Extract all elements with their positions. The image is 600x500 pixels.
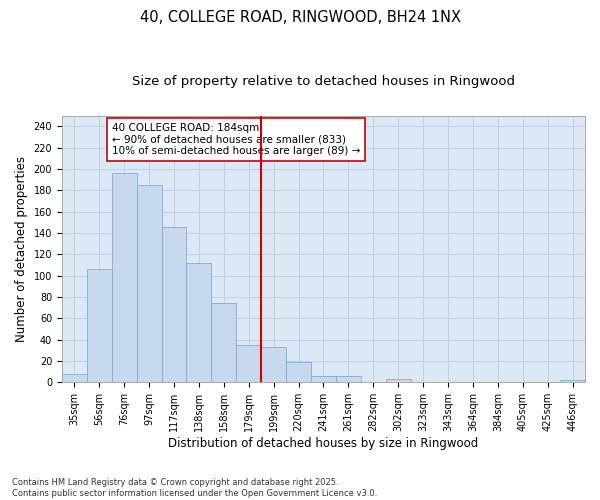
- Bar: [137, 185, 161, 382]
- Bar: [560, 380, 585, 382]
- Bar: [161, 226, 187, 382]
- Bar: [261, 347, 286, 382]
- X-axis label: Distribution of detached houses by size in Ringwood: Distribution of detached houses by size …: [169, 437, 479, 450]
- Bar: [211, 304, 236, 382]
- Y-axis label: Number of detached properties: Number of detached properties: [15, 156, 28, 342]
- Bar: [386, 379, 410, 382]
- Bar: [62, 374, 87, 382]
- Bar: [336, 376, 361, 382]
- Text: Contains HM Land Registry data © Crown copyright and database right 2025.
Contai: Contains HM Land Registry data © Crown c…: [12, 478, 377, 498]
- Bar: [311, 376, 336, 382]
- Bar: [236, 345, 261, 383]
- Text: 40, COLLEGE ROAD, RINGWOOD, BH24 1NX: 40, COLLEGE ROAD, RINGWOOD, BH24 1NX: [139, 10, 461, 25]
- Title: Size of property relative to detached houses in Ringwood: Size of property relative to detached ho…: [132, 75, 515, 88]
- Bar: [87, 269, 112, 382]
- Bar: [286, 362, 311, 382]
- Bar: [187, 263, 211, 382]
- Text: 40 COLLEGE ROAD: 184sqm
← 90% of detached houses are smaller (833)
10% of semi-d: 40 COLLEGE ROAD: 184sqm ← 90% of detache…: [112, 123, 360, 156]
- Bar: [112, 173, 137, 382]
